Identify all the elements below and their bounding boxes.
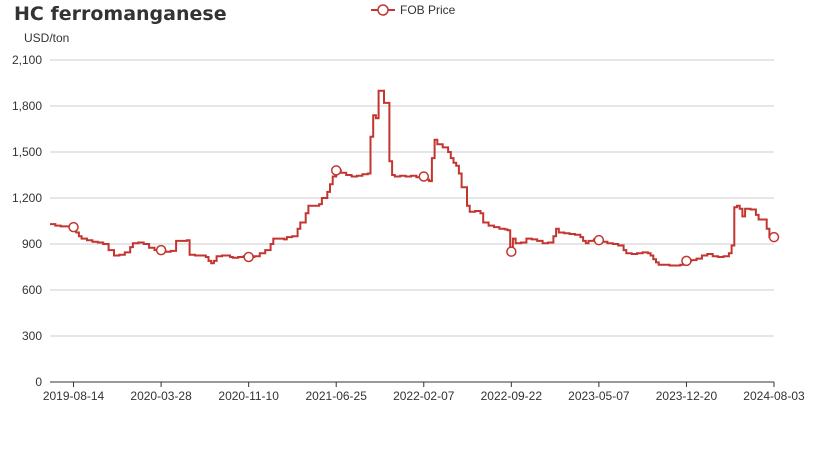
chart-title: HC ferromanganese — [14, 3, 227, 25]
y-axis-tick-labels: 0 300 600 900 1,200 1,500 1,800 2,100 — [12, 53, 42, 389]
legend-marker-icon — [377, 4, 389, 16]
y-tick-label: 0 — [35, 375, 42, 389]
x-tick-label: 2022-02-07 — [393, 389, 455, 403]
x-tick-label: 2020-11-10 — [218, 389, 279, 403]
x-tick-label: 2020-03-28 — [130, 389, 192, 403]
y-axis-unit-label: USD/ton — [24, 31, 69, 45]
y-grid-lines — [50, 59, 774, 337]
y-tick-label: 1,800 — [12, 99, 42, 113]
series-marker[interactable] — [681, 255, 692, 267]
series-line-fob-price — [50, 89, 774, 267]
legend[interactable]: FOB Price — [371, 3, 456, 17]
series-markers[interactable] — [68, 165, 780, 267]
y-tick-label: 1,200 — [12, 191, 42, 205]
y-tick-label: 2,100 — [12, 53, 42, 67]
series-marker[interactable] — [68, 221, 79, 233]
y-tick-label: 300 — [22, 329, 42, 343]
x-tick-label: 2023-05-07 — [568, 389, 630, 403]
series-marker[interactable] — [593, 234, 605, 246]
series-marker[interactable] — [330, 165, 342, 176]
x-axis: 2019-08-14 2020-03-28 2020-11-10 2021-06-25… — [43, 381, 805, 403]
x-tick-label: 2023-12-20 — [656, 389, 718, 403]
series-marker[interactable] — [243, 251, 254, 263]
x-tick-label: 2019-08-14 — [43, 389, 105, 403]
series-marker[interactable] — [418, 171, 430, 182]
series-marker[interactable] — [768, 231, 780, 243]
x-tick-label: 2021-06-25 — [306, 389, 368, 403]
series-marker[interactable] — [506, 246, 517, 257]
legend-label-fob-price: FOB Price — [400, 3, 456, 17]
x-tick-label: 2022-09-22 — [481, 389, 543, 403]
y-tick-label: 1,500 — [12, 145, 42, 159]
y-tick-label: 600 — [22, 283, 42, 297]
series-marker[interactable] — [155, 244, 167, 256]
y-tick-label: 900 — [22, 237, 42, 251]
x-tick-label: 2024-08-03 — [743, 389, 805, 403]
